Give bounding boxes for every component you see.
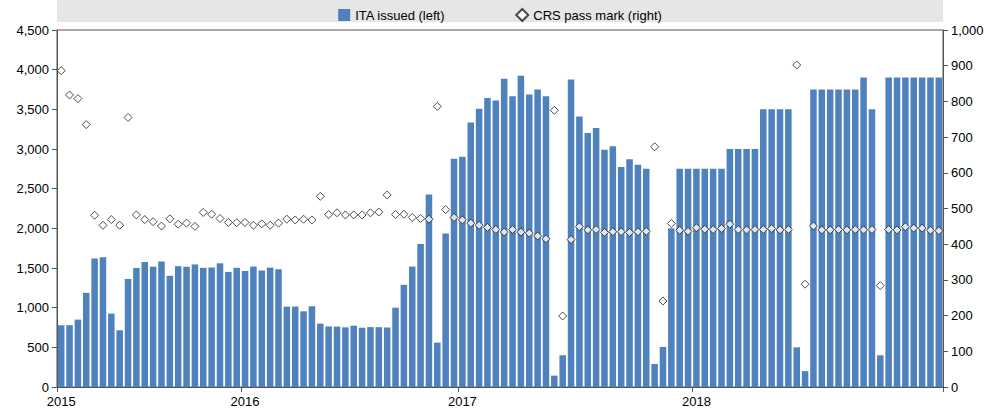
svg-text:1,500: 1,500 (16, 261, 49, 276)
svg-text:400: 400 (951, 237, 973, 252)
svg-text:2,000: 2,000 (16, 221, 49, 236)
svg-text:2017: 2017 (448, 394, 477, 409)
svg-text:2015: 2015 (47, 394, 76, 409)
svg-text:600: 600 (951, 165, 973, 180)
svg-text:1,000: 1,000 (951, 23, 984, 38)
svg-text:300: 300 (951, 272, 973, 287)
svg-text:CRS pass mark (right): CRS pass mark (right) (533, 8, 662, 23)
svg-text:4,000: 4,000 (16, 62, 49, 77)
svg-text:100: 100 (951, 344, 973, 359)
svg-text:2018: 2018 (682, 394, 711, 409)
svg-text:4,500: 4,500 (16, 23, 49, 38)
svg-text:800: 800 (951, 94, 973, 109)
svg-text:ITA issued (left): ITA issued (left) (355, 8, 444, 23)
svg-text:0: 0 (951, 380, 958, 395)
svg-text:700: 700 (951, 130, 973, 145)
svg-text:200: 200 (951, 308, 973, 323)
svg-text:900: 900 (951, 58, 973, 73)
svg-text:0: 0 (42, 380, 49, 395)
svg-text:1,000: 1,000 (16, 300, 49, 315)
svg-text:500: 500 (951, 201, 973, 216)
svg-text:3,000: 3,000 (16, 142, 49, 157)
svg-text:500: 500 (27, 340, 49, 355)
svg-text:3,500: 3,500 (16, 102, 49, 117)
svg-text:2,500: 2,500 (16, 181, 49, 196)
svg-text:2016: 2016 (231, 394, 260, 409)
